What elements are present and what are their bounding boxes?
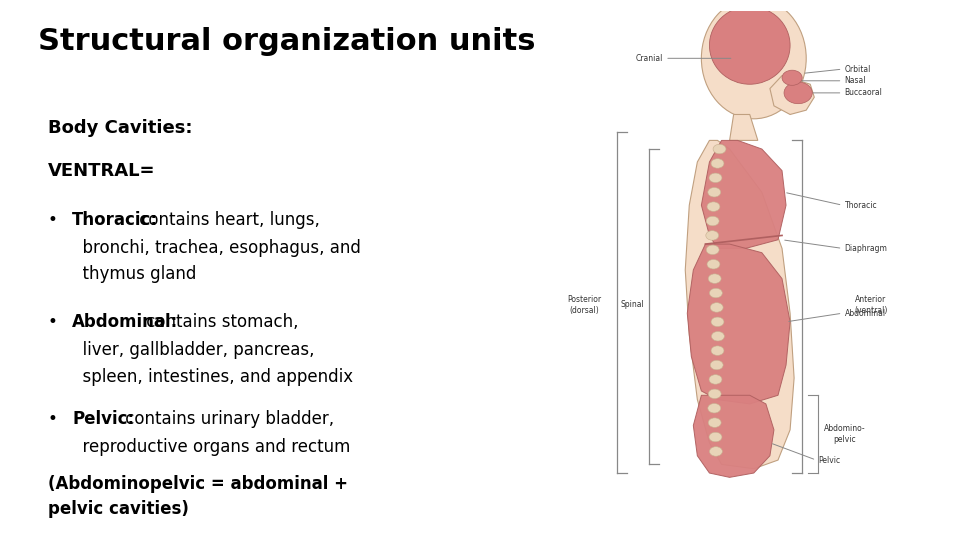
Text: •: • (48, 211, 58, 228)
Text: Nasal: Nasal (845, 76, 866, 85)
Text: •: • (48, 313, 58, 331)
Text: bronchi, trachea, esophagus, and
  thymus gland: bronchi, trachea, esophagus, and thymus … (72, 239, 361, 283)
Ellipse shape (707, 202, 720, 211)
Ellipse shape (709, 447, 722, 456)
Text: liver, gallbladder, pancreas,
  spleen, intestines, and appendix: liver, gallbladder, pancreas, spleen, in… (72, 341, 353, 386)
Text: Spinal: Spinal (621, 300, 645, 309)
Ellipse shape (710, 360, 723, 370)
Ellipse shape (708, 418, 721, 427)
Ellipse shape (708, 403, 721, 413)
Polygon shape (770, 76, 814, 114)
Ellipse shape (707, 217, 719, 226)
Text: Abdominal:: Abdominal: (72, 313, 179, 331)
Ellipse shape (708, 389, 721, 399)
Text: Body Cavities:: Body Cavities: (48, 119, 193, 137)
Text: Pelvic:: Pelvic: (72, 410, 134, 428)
Text: (Abdominopelvic = abdominal +
pelvic cavities): (Abdominopelvic = abdominal + pelvic cav… (48, 475, 348, 518)
Ellipse shape (708, 187, 721, 197)
Ellipse shape (710, 303, 723, 312)
Ellipse shape (709, 173, 722, 183)
Text: Pelvic: Pelvic (818, 456, 840, 464)
Ellipse shape (707, 260, 720, 269)
Polygon shape (685, 140, 794, 469)
Ellipse shape (709, 375, 722, 384)
Ellipse shape (784, 82, 812, 104)
Text: Orbital: Orbital (845, 65, 871, 73)
Text: Abdominal: Abdominal (845, 309, 886, 318)
Ellipse shape (709, 433, 722, 442)
Text: contains stomach,: contains stomach, (141, 313, 299, 331)
Text: contains heart, lungs,: contains heart, lungs, (134, 211, 320, 228)
Text: Abdomino-
pelvic: Abdomino- pelvic (824, 424, 865, 444)
Text: Cranial: Cranial (636, 54, 663, 63)
Polygon shape (693, 395, 774, 477)
Ellipse shape (709, 6, 790, 84)
Polygon shape (730, 114, 757, 140)
Text: Buccaoral: Buccaoral (845, 89, 882, 97)
Text: Structural organization units: Structural organization units (38, 27, 536, 56)
Polygon shape (687, 244, 790, 404)
Ellipse shape (711, 159, 724, 168)
Ellipse shape (708, 274, 721, 284)
Text: •: • (48, 410, 58, 428)
Ellipse shape (713, 144, 726, 154)
Ellipse shape (709, 288, 722, 298)
Text: Posterior
(dorsal): Posterior (dorsal) (567, 294, 602, 315)
Ellipse shape (706, 231, 719, 240)
Text: Anterior
(ventral): Anterior (ventral) (854, 294, 887, 315)
Ellipse shape (711, 317, 724, 327)
Text: contains urinary bladder,: contains urinary bladder, (120, 410, 334, 428)
Ellipse shape (711, 346, 724, 355)
Text: reproductive organs and rectum: reproductive organs and rectum (72, 438, 350, 456)
Text: Thoracic:: Thoracic: (72, 211, 158, 228)
Text: VENTRAL=: VENTRAL= (48, 162, 156, 180)
Ellipse shape (711, 332, 725, 341)
Ellipse shape (707, 245, 719, 254)
Polygon shape (702, 140, 786, 248)
Text: Thoracic: Thoracic (845, 201, 877, 210)
Text: Diaphragm: Diaphragm (845, 244, 887, 253)
Ellipse shape (702, 0, 806, 119)
Ellipse shape (782, 70, 803, 85)
